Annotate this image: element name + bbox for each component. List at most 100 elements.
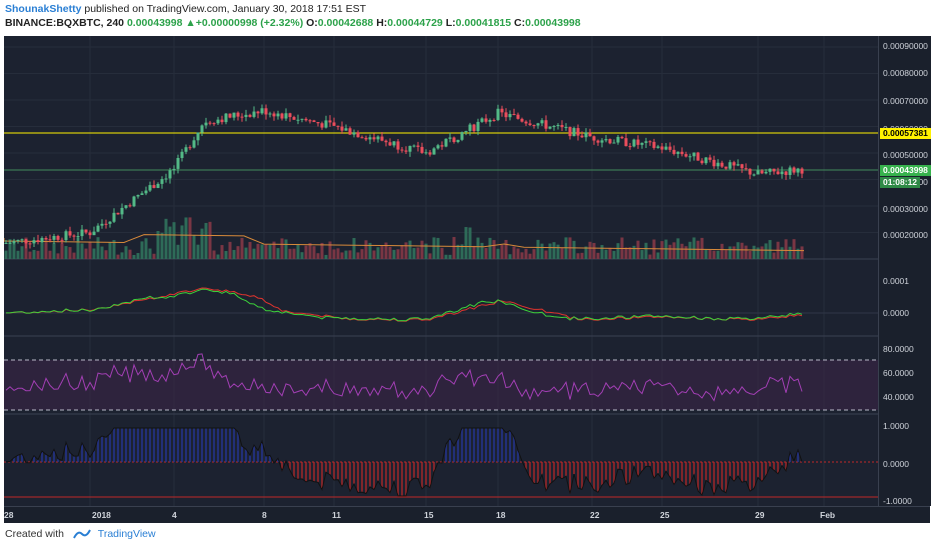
candle-body bbox=[404, 150, 408, 152]
candle-body bbox=[208, 122, 212, 124]
macd-line bbox=[6, 288, 803, 322]
chart-area[interactable] bbox=[3, 36, 878, 506]
candle-body bbox=[492, 119, 496, 121]
time-label: 2018 bbox=[92, 510, 111, 520]
candle-body bbox=[512, 114, 516, 116]
volume-bar bbox=[164, 218, 168, 259]
author-link[interactable]: ShounakShetty bbox=[5, 3, 82, 15]
price-label: 0.00020000 bbox=[883, 230, 928, 240]
volume-bar bbox=[372, 250, 376, 259]
candle-body bbox=[300, 118, 304, 120]
osc-line bbox=[5, 427, 803, 497]
volume-bar bbox=[468, 227, 472, 259]
change-value: +0.00000998 (+2.32%) bbox=[195, 17, 304, 29]
time-label: 18 bbox=[496, 510, 506, 520]
candle-body bbox=[236, 112, 240, 117]
volume-bar bbox=[68, 247, 72, 259]
candle-body bbox=[720, 162, 724, 167]
chart-canvas[interactable] bbox=[3, 36, 878, 506]
candle-body bbox=[256, 111, 260, 114]
candle-body bbox=[444, 138, 448, 147]
candle-body bbox=[264, 108, 268, 115]
volume-bar bbox=[756, 247, 760, 259]
tradingview-link[interactable]: TradingView bbox=[97, 528, 156, 540]
volume-bar bbox=[416, 247, 420, 259]
candle-body bbox=[560, 125, 564, 128]
candle-body bbox=[200, 125, 204, 133]
volume-bar bbox=[140, 241, 144, 259]
volume-bar bbox=[344, 250, 348, 259]
volume-bar bbox=[16, 250, 20, 259]
volume-bar bbox=[424, 243, 428, 259]
footer: Created with TradingView bbox=[5, 528, 156, 540]
candle-body bbox=[568, 127, 572, 137]
price-axis[interactable]: 0.00090000 0.00080000 0.00070000 0.00060… bbox=[878, 36, 931, 506]
volume-bar bbox=[80, 243, 84, 259]
candle-body bbox=[452, 137, 456, 143]
volume-bar bbox=[500, 244, 504, 259]
volume-bar bbox=[52, 243, 56, 259]
volume-bar bbox=[116, 254, 120, 259]
volume-bar bbox=[308, 243, 312, 259]
high-value: 0.00044729 bbox=[387, 17, 443, 29]
volume-bar bbox=[144, 238, 148, 259]
candle-body bbox=[736, 164, 740, 166]
candle-body bbox=[44, 237, 48, 240]
volume-bar bbox=[704, 249, 708, 259]
candle-body bbox=[760, 170, 764, 174]
candle-body bbox=[564, 127, 568, 129]
rsi-label: 80.0000 bbox=[883, 344, 914, 354]
candle-body bbox=[212, 123, 216, 125]
candle-body bbox=[428, 152, 432, 155]
volume-bar bbox=[476, 237, 480, 259]
candle-body bbox=[524, 121, 528, 124]
candle-body bbox=[328, 120, 332, 123]
volume-bar bbox=[640, 250, 644, 259]
candle-body bbox=[592, 136, 596, 141]
volume-bar bbox=[276, 248, 280, 259]
candle-body bbox=[584, 132, 588, 138]
candle-body bbox=[252, 111, 256, 117]
volume-bar bbox=[488, 237, 492, 259]
candle-body bbox=[336, 125, 340, 127]
volume-bar bbox=[696, 240, 700, 259]
candle-body bbox=[68, 231, 72, 236]
volume-bar bbox=[588, 241, 592, 259]
candle-body bbox=[548, 126, 552, 129]
volume-bar bbox=[28, 251, 32, 259]
macd-label: 0.0000 bbox=[883, 308, 909, 318]
candle-body bbox=[112, 212, 116, 222]
volume-bar bbox=[248, 241, 252, 259]
macd-label: 0.0001 bbox=[883, 276, 909, 286]
candle-body bbox=[128, 205, 132, 207]
candle-body bbox=[756, 170, 760, 175]
volume-bar bbox=[768, 240, 772, 259]
volume-bar bbox=[504, 239, 508, 259]
volume-bar bbox=[648, 254, 652, 259]
candle-body bbox=[316, 122, 320, 124]
candle-body bbox=[416, 145, 420, 147]
candle-body bbox=[388, 142, 392, 146]
volume-bar bbox=[376, 247, 380, 259]
volume-bar bbox=[328, 241, 332, 259]
volume-bar bbox=[260, 244, 264, 259]
candle-body bbox=[260, 108, 264, 114]
candle-body bbox=[184, 147, 188, 152]
candle-body bbox=[8, 242, 12, 244]
candle-body bbox=[800, 168, 804, 174]
candle-body bbox=[304, 118, 308, 121]
volume-bar bbox=[196, 244, 200, 259]
candle-body bbox=[744, 168, 748, 170]
volume-bar bbox=[516, 248, 520, 259]
candle-body bbox=[628, 146, 632, 148]
high-label: H: bbox=[376, 17, 388, 29]
candle-body bbox=[140, 193, 144, 196]
candle-body bbox=[204, 122, 208, 126]
time-axis[interactable]: 28 2018 4 8 11 15 18 22 25 29 Feb bbox=[4, 506, 930, 523]
candle-body bbox=[160, 179, 164, 184]
candle-body bbox=[600, 140, 604, 143]
candle-body bbox=[408, 145, 412, 152]
candle-body bbox=[636, 139, 640, 145]
volume-bar bbox=[784, 239, 788, 259]
change-arrow-icon: ▲ bbox=[185, 17, 196, 29]
